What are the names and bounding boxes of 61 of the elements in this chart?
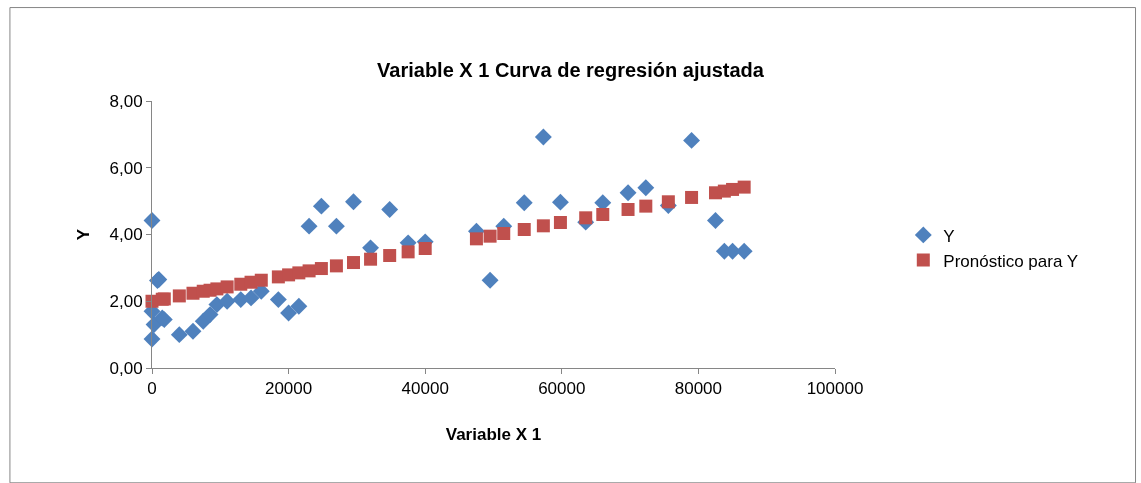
point bbox=[737, 180, 751, 194]
point bbox=[685, 190, 699, 204]
point bbox=[418, 242, 432, 256]
point bbox=[327, 217, 345, 235]
point bbox=[401, 245, 415, 259]
x-tick-label: 100000 bbox=[806, 379, 864, 399]
point bbox=[596, 207, 610, 221]
point bbox=[290, 297, 308, 315]
point bbox=[220, 280, 234, 294]
point bbox=[300, 217, 318, 235]
x-tick-label: 20000 bbox=[264, 379, 313, 399]
point bbox=[170, 326, 188, 344]
point bbox=[481, 271, 499, 289]
point bbox=[515, 194, 533, 212]
point bbox=[517, 222, 531, 236]
point bbox=[534, 128, 552, 146]
point bbox=[364, 252, 378, 266]
point bbox=[497, 227, 511, 240]
point bbox=[639, 199, 653, 213]
point bbox=[269, 291, 287, 309]
point bbox=[254, 273, 268, 287]
point bbox=[314, 262, 328, 276]
point bbox=[619, 184, 637, 202]
chart-title: Variable X 1 Curva de regresión ajustada bbox=[377, 58, 765, 81]
point bbox=[381, 201, 399, 218]
point bbox=[218, 292, 236, 310]
y-tick-label: 8,00 bbox=[109, 91, 143, 111]
point bbox=[553, 215, 567, 229]
point bbox=[621, 202, 635, 216]
point bbox=[312, 197, 330, 215]
point bbox=[383, 249, 397, 263]
point bbox=[551, 193, 569, 211]
point bbox=[201, 306, 219, 324]
x-tick-label: 0 bbox=[147, 379, 157, 399]
y-tick-label: 0,00 bbox=[109, 358, 143, 378]
y-tick-label: 4,00 bbox=[109, 225, 143, 245]
point bbox=[172, 289, 186, 303]
point bbox=[184, 322, 202, 340]
point bbox=[280, 304, 298, 322]
x-axis-title: Variable X 1 bbox=[445, 424, 542, 444]
point bbox=[346, 256, 360, 270]
point bbox=[483, 229, 497, 243]
point bbox=[637, 179, 655, 197]
point bbox=[302, 264, 316, 278]
point bbox=[661, 195, 675, 209]
point bbox=[579, 211, 593, 225]
point bbox=[469, 232, 483, 246]
point bbox=[345, 193, 362, 211]
x-tick-label: 80000 bbox=[674, 379, 723, 399]
y-tick-label: 2,00 bbox=[109, 292, 143, 312]
point bbox=[707, 212, 724, 229]
point bbox=[683, 131, 701, 149]
point bbox=[329, 259, 343, 273]
legend-label: Y bbox=[943, 226, 955, 246]
x-tick-label: 40000 bbox=[401, 379, 449, 399]
point bbox=[536, 219, 550, 233]
y-tick-label: 6,00 bbox=[109, 158, 143, 178]
x-tick-label: 60000 bbox=[538, 379, 586, 399]
y-axis-title: Y bbox=[74, 228, 94, 241]
point bbox=[726, 182, 740, 196]
legend-label: Pronóstico para Y bbox=[943, 251, 1079, 271]
